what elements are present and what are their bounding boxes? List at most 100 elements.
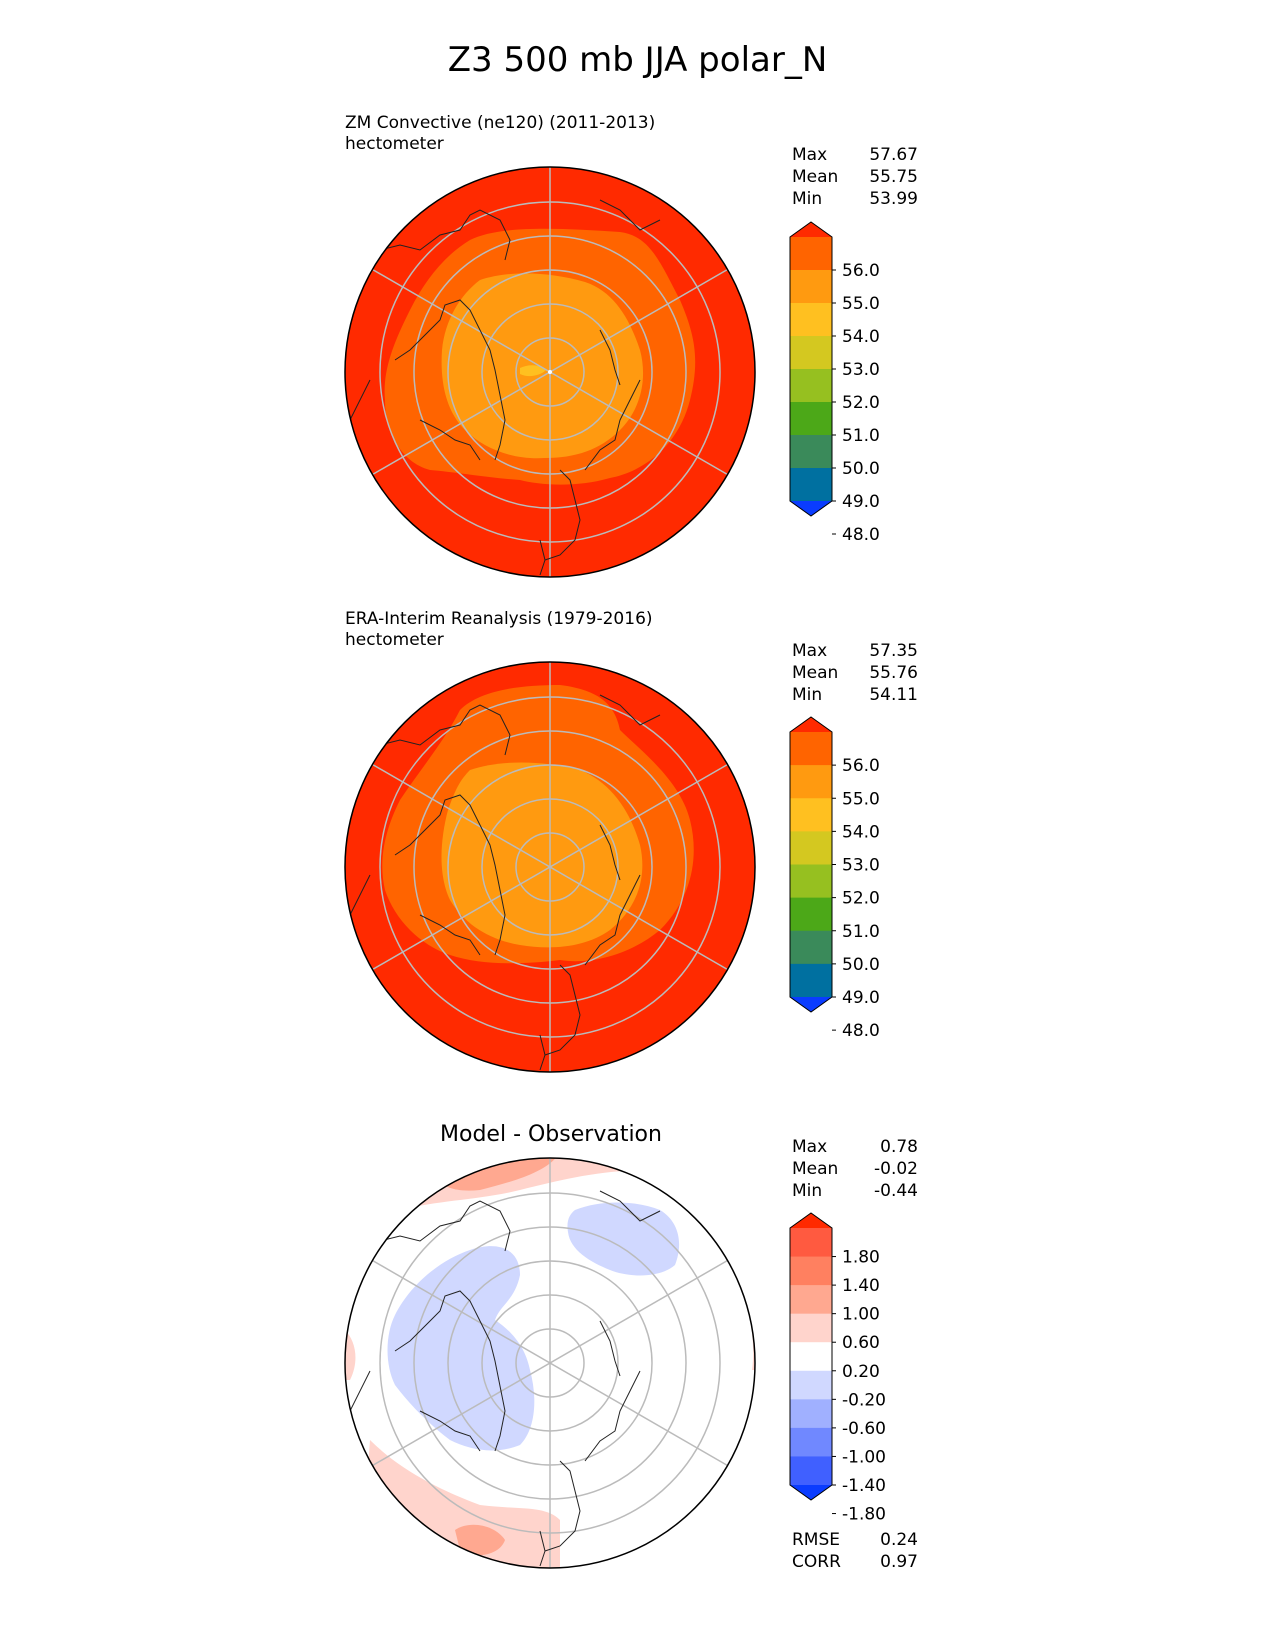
colorbar-swatch xyxy=(790,1313,832,1343)
colorbar-tick-label: 56.0 xyxy=(842,756,880,776)
colorbar-swatch xyxy=(790,237,832,271)
colorbar-tick-label: 56.0 xyxy=(842,261,880,281)
colorbar-swatch xyxy=(790,930,832,965)
panel-3-stat-value: 0.78 xyxy=(880,1137,918,1157)
colorbar-3: 1.80 1.40 1.00 0.60 0.20 -0.20 -0.60 -1.00 -1.40… xyxy=(789,1212,886,1525)
colorbar-swatch xyxy=(790,435,832,469)
panel-3-stat-label: Mean xyxy=(792,1159,839,1179)
colorbar-tick-label: 0.60 xyxy=(842,1333,880,1353)
colorbar-swatch xyxy=(790,897,832,932)
colorbar-swatch xyxy=(790,798,832,832)
panel-2-title-line1: ERA-Interim Reanalysis (1979-2016) xyxy=(345,609,653,629)
colorbar-swatch xyxy=(790,1456,832,1486)
colorbar-swatch xyxy=(790,402,832,436)
map-3-border xyxy=(344,1157,756,1569)
colorbar-extend-top xyxy=(790,717,832,732)
colorbar-tick-label: 54.0 xyxy=(842,327,880,347)
map-3 xyxy=(345,1158,755,1568)
map-3-coastlines xyxy=(349,1190,661,1567)
colorbar-extend-top xyxy=(790,222,832,237)
colorbar-1: 56.0 55.0 54.0 53.0 52.0 51.0 50.0 49.0 48.0 xyxy=(789,221,880,545)
colorbar-tick-label: -0.60 xyxy=(842,1419,886,1439)
colorbar-extend-bottom xyxy=(790,501,832,516)
colorbar-tick-label: 52.0 xyxy=(842,889,880,909)
colorbar-tick-label: 49.0 xyxy=(842,988,880,1008)
colorbar-swatch xyxy=(790,1342,832,1372)
panel-3-metric-label: CORR xyxy=(792,1552,841,1572)
map-2-graticule xyxy=(372,662,728,1072)
map-1 xyxy=(345,167,755,577)
figure-title: Z3 500 mb JJA polar_N xyxy=(447,40,828,80)
panel-3-stat-label: Max xyxy=(792,1137,828,1157)
colorbar-tick-label: 1.00 xyxy=(842,1305,880,1325)
map-1-border xyxy=(344,166,756,578)
panel-3-stats: Max 0.78 Mean -0.02 Min -0.44 xyxy=(792,1136,918,1202)
panel-3-metrics: RMSE 0.24 CORR 0.97 xyxy=(792,1529,918,1573)
colorbar-tick-label: 51.0 xyxy=(842,426,880,446)
map-3-field-pos-left xyxy=(345,1330,356,1380)
colorbar-tick-label: 55.0 xyxy=(842,294,880,314)
colorbar-swatch xyxy=(790,1370,832,1400)
colorbar-swatch xyxy=(790,864,832,899)
panel-2-stats: Max 57.35 Mean 55.76 Min 54.11 xyxy=(792,640,918,706)
colorbar-swatch xyxy=(790,963,832,998)
panel-2-stat-label: Min xyxy=(792,685,823,705)
colorbar-tick-label: 49.0 xyxy=(842,492,880,512)
colorbar-swatch xyxy=(790,831,832,865)
colorbar-tick-label: 51.0 xyxy=(842,922,880,942)
colorbar-tick-label: 54.0 xyxy=(842,822,880,842)
colorbar-swatch xyxy=(790,1285,832,1315)
colorbar-tick-label: -0.20 xyxy=(842,1390,886,1410)
panel-1-stat-value: 53.99 xyxy=(869,189,918,209)
panel-1-stat-value: 55.75 xyxy=(869,167,918,187)
colorbar-extend-bottom xyxy=(790,1485,832,1500)
colorbar-tick-label: 53.0 xyxy=(842,360,880,380)
panel-2-stat-label: Mean xyxy=(792,663,839,683)
map-1-pole xyxy=(548,370,552,374)
colorbar-extend-top xyxy=(790,1213,832,1228)
colorbar-swatch xyxy=(790,270,832,304)
colorbar-swatch xyxy=(790,369,832,403)
colorbar-tick-label: 1.80 xyxy=(842,1248,880,1268)
colorbar-tick-label: 48.0 xyxy=(842,525,880,545)
panel-1-stats: Max 57.67 Mean 55.75 Min 53.99 xyxy=(792,144,918,210)
panel-2-stat-value: 55.76 xyxy=(869,663,918,683)
map-2-coastlines xyxy=(349,694,661,1071)
colorbar-tick-label: 52.0 xyxy=(842,393,880,413)
colorbar-swatch xyxy=(790,732,832,766)
colorbar-swatch xyxy=(790,1399,832,1429)
map-2-border xyxy=(344,661,756,1073)
colorbar-2: 56.0 55.0 54.0 53.0 52.0 51.0 50.0 49.0 48.0 xyxy=(789,716,880,1041)
colorbar-swatch xyxy=(790,765,832,799)
panel-3-stat-value: -0.44 xyxy=(874,1181,918,1201)
colorbar-tick-label: -1.00 xyxy=(842,1447,886,1467)
map-1-coastlines xyxy=(349,199,661,576)
panel-3-stat-value: -0.02 xyxy=(874,1159,918,1179)
colorbar-tick-label: 53.0 xyxy=(842,856,880,876)
panel-3-title: Model - Observation xyxy=(440,1122,662,1147)
colorbar-extend-bottom xyxy=(790,997,832,1012)
panel-2-stat-value: 54.11 xyxy=(869,685,918,705)
panel-3-metric-label: RMSE xyxy=(792,1530,841,1550)
panel-2-units: hectometer xyxy=(345,630,444,650)
map-1-field-54 xyxy=(441,273,644,459)
colorbar-tick-label: 50.0 xyxy=(842,459,880,479)
colorbar-tick-label: 1.40 xyxy=(842,1276,880,1296)
colorbar-swatch xyxy=(790,1228,832,1258)
map-1-field-53 xyxy=(520,365,546,377)
colorbar-swatch xyxy=(790,303,832,337)
panel-2-title: ERA-Interim Reanalysis (1979-2016) hecto… xyxy=(345,609,653,651)
colorbar-swatch xyxy=(790,1256,832,1286)
panel-3-metric-value: 0.97 xyxy=(880,1552,918,1572)
panel-3-stat-label: Min xyxy=(792,1181,823,1201)
colorbar-swatch xyxy=(790,336,832,370)
colorbar-tick-label: 50.0 xyxy=(842,955,880,975)
map-3-field-neg-west xyxy=(387,1246,535,1451)
colorbar-swatch xyxy=(790,468,832,502)
panel-1-stat-label: Mean xyxy=(792,167,839,187)
map-3-field-pos-bottom-strong xyxy=(455,1524,505,1556)
panel-1-stat-value: 57.67 xyxy=(869,145,918,165)
map-3-graticule xyxy=(372,1158,728,1568)
map-1-graticule xyxy=(372,167,728,577)
